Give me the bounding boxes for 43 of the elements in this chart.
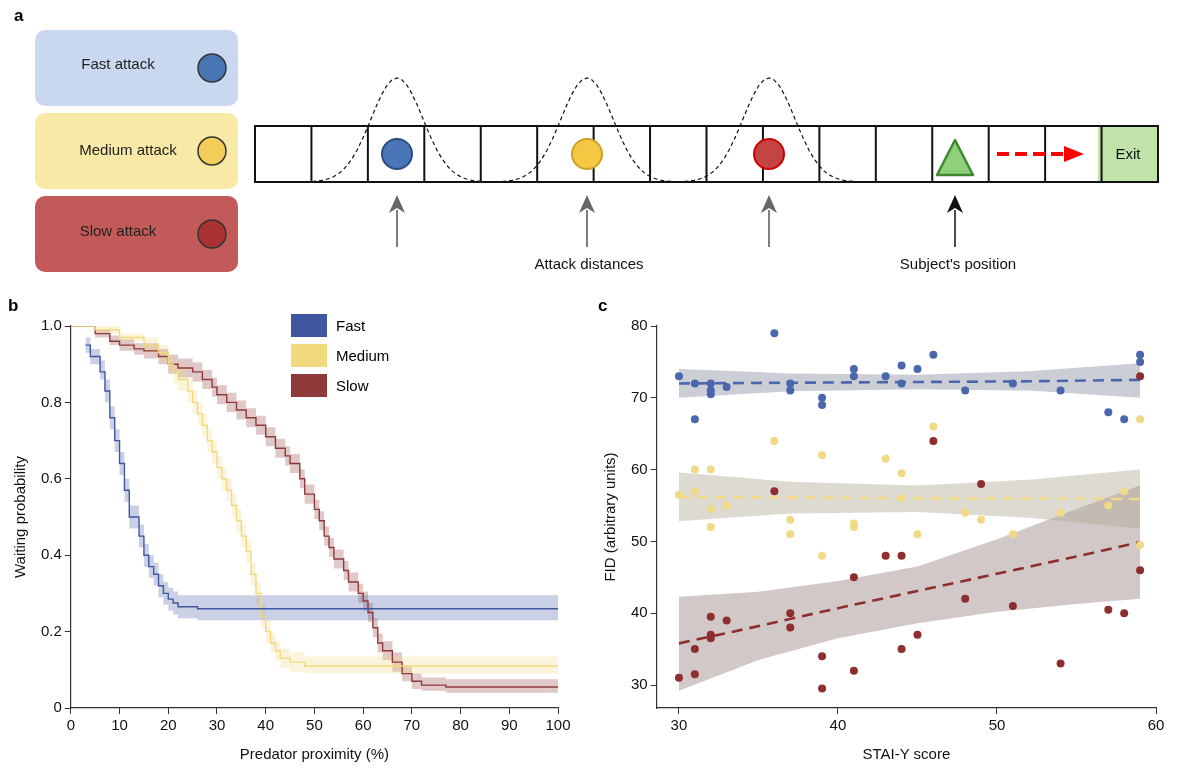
y-tick-label: 0.6 bbox=[40, 468, 62, 486]
y-tick-label: 60 bbox=[631, 459, 648, 477]
y-tick-label: 0.8 bbox=[40, 392, 62, 410]
text: a bbox=[14, 6, 24, 26]
text: Exit bbox=[1114, 145, 1142, 162]
y-axis-title: FID (arbitrary units) bbox=[601, 452, 619, 582]
text: Fast attack bbox=[80, 55, 156, 72]
x-tick-label: 50 bbox=[306, 716, 323, 734]
x-tick-label: 40 bbox=[257, 716, 275, 734]
x-tick-label: 30 bbox=[208, 716, 226, 734]
x-tick-label: 90 bbox=[500, 716, 518, 734]
legend-label: Fast bbox=[336, 317, 366, 334]
y-tick-label: 1.0 bbox=[40, 316, 62, 334]
x-axis-title: STAI-Y score bbox=[862, 745, 951, 763]
x-axis-title: Predator proximity (%) bbox=[239, 745, 390, 763]
chart-title: b bbox=[8, 296, 19, 316]
x-tick-label: 30 bbox=[670, 716, 688, 734]
legend-label: Slow bbox=[336, 377, 369, 394]
x-tick-label: 60 bbox=[354, 716, 372, 734]
text: Slow attack bbox=[78, 222, 158, 239]
y-tick-label: 0.2 bbox=[40, 621, 62, 639]
x-tick-label: 20 bbox=[159, 716, 177, 734]
chart-title: c bbox=[598, 296, 608, 316]
x-tick-label: 10 bbox=[111, 716, 128, 734]
text: Medium attack bbox=[78, 141, 178, 158]
legend-label: Medium bbox=[336, 347, 390, 364]
x-tick-label: 70 bbox=[403, 716, 421, 734]
y-tick-label: 50 bbox=[631, 531, 648, 549]
x-tick-label: 40 bbox=[829, 716, 847, 734]
x-tick-label: 80 bbox=[452, 716, 469, 734]
y-tick-label: 80 bbox=[631, 316, 648, 334]
x-tick-label: 0 bbox=[66, 716, 76, 734]
y-tick-label: 0 bbox=[53, 698, 62, 716]
y-tick-label: 70 bbox=[631, 387, 648, 405]
text: Attack distances bbox=[533, 255, 645, 272]
x-tick-label: 50 bbox=[988, 716, 1006, 734]
x-tick-label: 100 bbox=[545, 716, 571, 734]
y-tick-label: 40 bbox=[631, 603, 648, 621]
y-tick-label: 0.4 bbox=[40, 545, 62, 563]
y-tick-label: 30 bbox=[631, 675, 648, 693]
y-axis-title: Waiting probability bbox=[11, 455, 29, 578]
text: Subject's position bbox=[898, 255, 1018, 272]
x-tick-label: 60 bbox=[1147, 716, 1165, 734]
